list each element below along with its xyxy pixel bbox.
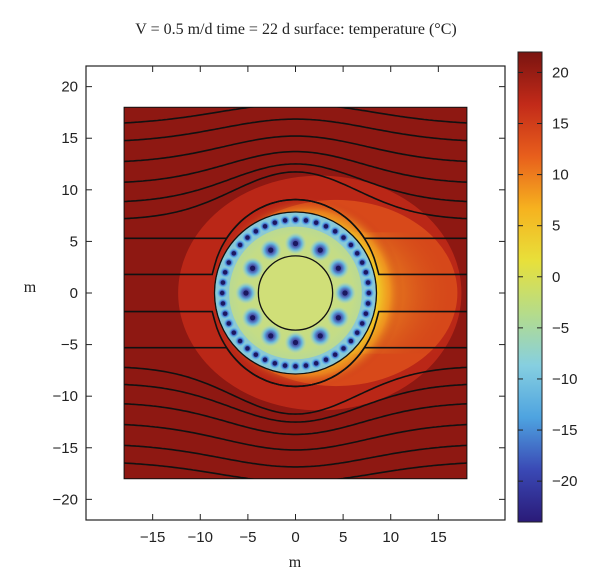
freeze-pipe-outer [359, 307, 373, 321]
x-tick-label: 10 [382, 529, 399, 546]
y-tick-label: 0 [70, 285, 78, 302]
x-tick-label: −5 [239, 529, 256, 546]
freeze-pipe-outer [309, 356, 323, 370]
freeze-pipe-inner [327, 257, 350, 280]
x-tick-label: −15 [140, 529, 165, 546]
freeze-pipe-outer [268, 216, 282, 230]
freeze-pipe-inner [327, 306, 350, 329]
freeze-pipe-outer [278, 213, 292, 227]
y-tick-label: 20 [61, 79, 78, 96]
freeze-pipe-inner [309, 324, 332, 347]
freeze-pipe-inner [234, 282, 257, 304]
streamline [124, 171, 467, 220]
freeze-pipe-outer [258, 353, 272, 367]
streamline [124, 107, 467, 124]
x-tick-label: −10 [188, 529, 213, 546]
chart-title: V = 0.5 m/d time = 22 d surface: tempera… [135, 21, 456, 38]
y-tick-label: −15 [53, 440, 78, 457]
colorbar-tick-label: 15 [552, 116, 569, 133]
streamline [124, 366, 467, 415]
freeze-pipe-inner [241, 306, 264, 329]
y-tick-label: 10 [61, 182, 78, 199]
colorbar-tick-label: −20 [552, 473, 577, 490]
colorbar-scale [517, 51, 543, 523]
streamline [124, 198, 467, 276]
freeze-pipe-outer [289, 213, 302, 227]
freeze-pipe-outer [299, 359, 313, 373]
streamline [124, 135, 467, 163]
y-tick-label: −10 [53, 388, 78, 405]
freeze-pipe-outer [361, 276, 375, 290]
freeze-pipe-inner [284, 331, 307, 354]
freeze-pipe-inner [309, 239, 332, 262]
streamline [124, 346, 467, 388]
colorbar-tick-label: 0 [552, 269, 560, 286]
streamline [124, 444, 467, 468]
colorbar-tick-label: −10 [552, 371, 577, 388]
freeze-pipe-outer [222, 256, 236, 270]
freeze-pipe-outer [215, 286, 229, 300]
freeze-pipe-inner [259, 324, 282, 347]
freeze-pipe-outer [355, 316, 369, 330]
streamline [124, 118, 467, 142]
streamlines [124, 107, 467, 479]
freeze-pipe-outer [218, 265, 232, 279]
colorbar-tick-label: 5 [552, 218, 560, 235]
colorbar-tick-label: −15 [552, 422, 577, 439]
freeze-pipe-outer [359, 265, 373, 279]
domain-border [123, 106, 468, 480]
streamline [124, 150, 467, 183]
temperature-field [124, 107, 467, 479]
freeze-pipe-outer [268, 356, 282, 370]
freeze-pipe-outer [362, 286, 376, 300]
freeze-pipe-inner [259, 239, 282, 262]
freeze-pipe-outer [278, 359, 292, 373]
x-tick-label: 15 [430, 529, 447, 546]
streamline [124, 403, 467, 436]
streamline [124, 383, 467, 423]
x-axis-label: m [289, 554, 302, 571]
freeze-pipe-outer [216, 296, 230, 310]
streamline [124, 462, 467, 479]
freeze-pipe-inner [241, 257, 264, 280]
freeze-pipe-outer [218, 307, 232, 321]
streamline [124, 163, 467, 203]
inner-circle [257, 255, 334, 331]
x-tick-label: 5 [339, 529, 347, 546]
colorbar: 20 15 10 5 0 −5 −10 −15 −20 [517, 51, 577, 523]
streamline [124, 423, 467, 451]
freeze-pipe-outer [361, 296, 375, 310]
y-tick-label: −5 [61, 337, 78, 354]
freeze-pipe-outer [319, 219, 333, 233]
y-tick-label: 15 [61, 130, 78, 147]
y-axis-label: m [24, 279, 37, 296]
x-tick-label: 0 [291, 529, 299, 546]
y-tick-label: −20 [53, 491, 78, 508]
freeze-pipe-inner [334, 282, 357, 304]
colorbar-tick-label: 10 [552, 167, 569, 184]
y-tick-label: 5 [70, 233, 78, 250]
freeze-pipe-outer [289, 359, 302, 373]
freeze-pipe-outer [309, 216, 323, 230]
colorbar-tick-label: −5 [552, 320, 569, 337]
freeze-pipe-outer [216, 276, 230, 290]
freeze-pipe-outer [299, 213, 313, 227]
axis-ticks: −15 −10 −5 0 5 10 15 −20 −15 −10 −5 0 5 10 15 20 [53, 66, 505, 546]
freeze-pipe-inner [284, 232, 307, 255]
colorbar-tick-label: 20 [552, 64, 569, 81]
